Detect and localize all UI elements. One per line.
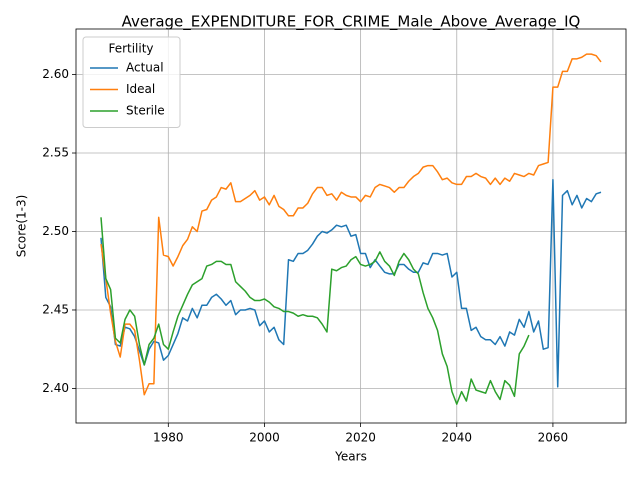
y-tick-label: 2.50: [42, 224, 69, 238]
y-tick-label: 2.60: [42, 67, 69, 81]
x-tick-label: 2000: [249, 431, 280, 445]
y-tick-label: 2.45: [42, 302, 69, 316]
legend-label: Actual: [126, 61, 164, 75]
line-series: [100, 217, 530, 405]
plot-frame: [75, 28, 627, 424]
legend-label: Sterile: [126, 104, 165, 118]
chart-title: Average_EXPENDITURE_FOR_CRIME_Male_Above…: [122, 13, 581, 32]
line-series: [100, 178, 602, 388]
legend-label: Ideal: [126, 82, 155, 96]
x-axis-label: Years: [334, 450, 367, 464]
x-tick-label: 2040: [441, 431, 472, 445]
y-tick-label: 2.40: [42, 381, 69, 395]
y-axis-label: Score(1-3): [15, 195, 29, 258]
x-tick-label: 2060: [538, 431, 569, 445]
legend-title: Fertility: [108, 42, 153, 56]
line-series: [100, 53, 602, 396]
y-tick-label: 2.55: [42, 146, 69, 160]
x-tick-label: 2020: [345, 431, 376, 445]
legend-box: [82, 36, 181, 128]
x-tick-label: 1980: [153, 431, 184, 445]
